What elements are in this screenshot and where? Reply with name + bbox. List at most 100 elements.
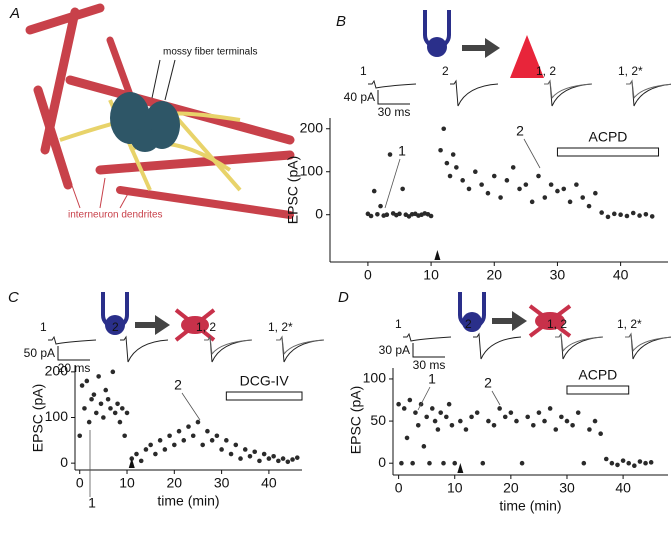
x-tick-label: 40 (615, 480, 631, 496)
data-point (371, 188, 377, 194)
data-point (473, 169, 478, 175)
annotation: 2 (484, 375, 492, 391)
data-point (498, 195, 503, 200)
data-point (172, 442, 177, 448)
data-point (108, 406, 113, 411)
scale-bar (377, 90, 410, 105)
scale-bar (57, 346, 90, 361)
data-point (592, 418, 598, 424)
data-point (603, 456, 609, 462)
trace (276, 335, 325, 356)
data-point (444, 414, 449, 420)
data-point (195, 419, 201, 425)
data-point (112, 410, 118, 416)
data-point (460, 178, 465, 183)
data-point (384, 212, 390, 218)
y-tick-label: 200 (300, 119, 324, 135)
data-point (387, 152, 393, 157)
data-point (375, 211, 380, 217)
data-point (413, 410, 418, 415)
y-tick-label: 100 (300, 162, 324, 178)
x-tick-label: 10 (447, 480, 463, 496)
data-point (441, 460, 446, 466)
data-point (536, 173, 541, 179)
data-point (458, 418, 463, 424)
data-point (599, 210, 604, 215)
panel-letter: A (9, 5, 20, 22)
data-point (508, 410, 514, 415)
data-point (466, 186, 472, 192)
data-point (276, 458, 281, 464)
drug-label: ACPD (589, 129, 628, 145)
schematic-d (458, 292, 572, 338)
trace (368, 79, 417, 89)
data-point (404, 435, 410, 441)
data-point (624, 213, 630, 219)
data-point (529, 199, 535, 205)
scale-time: 20 ms (58, 361, 91, 375)
data-point (214, 433, 220, 439)
drug-bar (225, 391, 303, 401)
annotation-leader (491, 390, 501, 406)
data-point (548, 182, 554, 187)
drug-bar (556, 147, 660, 157)
data-point (447, 173, 453, 179)
annotation-leader (181, 392, 201, 421)
trace-label: 1, 2* (617, 317, 642, 331)
data-point (261, 451, 267, 457)
trace-label: 1, 2 (547, 317, 567, 331)
trace (403, 332, 452, 342)
data-point (536, 410, 542, 415)
data-point (400, 186, 405, 192)
data-point (542, 195, 548, 200)
trace-label: 1 (40, 320, 47, 334)
data-point (410, 460, 415, 466)
data-point (438, 410, 444, 415)
data-point (285, 459, 291, 465)
data-point (497, 406, 502, 411)
panel-letter: C (8, 289, 19, 306)
data-point (257, 458, 262, 464)
data-point (200, 442, 205, 448)
data-point (580, 195, 586, 200)
data-point (581, 460, 587, 466)
schematic-b (423, 10, 544, 78)
data-point (519, 460, 525, 466)
trace (204, 335, 253, 356)
data-point (401, 406, 407, 411)
trace-label: 2 (112, 320, 119, 334)
data-point (428, 213, 434, 219)
schematic-c (101, 292, 216, 342)
label-mossy: mossy fiber terminals (163, 47, 257, 58)
data-point (290, 457, 295, 462)
trace (625, 332, 671, 353)
data-point (615, 462, 620, 468)
data-point (424, 414, 429, 420)
data-point (432, 418, 438, 424)
trace-label: 1, 2* (618, 64, 643, 78)
data-point (444, 160, 450, 166)
data-point (407, 397, 413, 403)
data-point (575, 410, 581, 415)
data-point (605, 214, 611, 220)
data-point (91, 392, 97, 397)
data-point (138, 458, 144, 464)
x-tick-label: 20 (486, 267, 502, 283)
annotation: 1 (88, 495, 96, 511)
data-point (531, 422, 536, 428)
label-dendrites: interneuron dendrites (68, 210, 163, 221)
trace-label: 1, 2 (196, 320, 216, 334)
data-point (441, 126, 447, 132)
x-axis-label: time (min) (157, 493, 219, 509)
data-point (609, 460, 615, 466)
annotation-leader (417, 386, 431, 411)
data-point (86, 419, 92, 425)
panel-letter: B (336, 13, 346, 30)
data-point (643, 460, 648, 466)
data-point (117, 419, 123, 425)
trace (450, 79, 499, 107)
data-point (469, 414, 474, 420)
data-point (98, 401, 104, 407)
data-point (415, 422, 421, 428)
